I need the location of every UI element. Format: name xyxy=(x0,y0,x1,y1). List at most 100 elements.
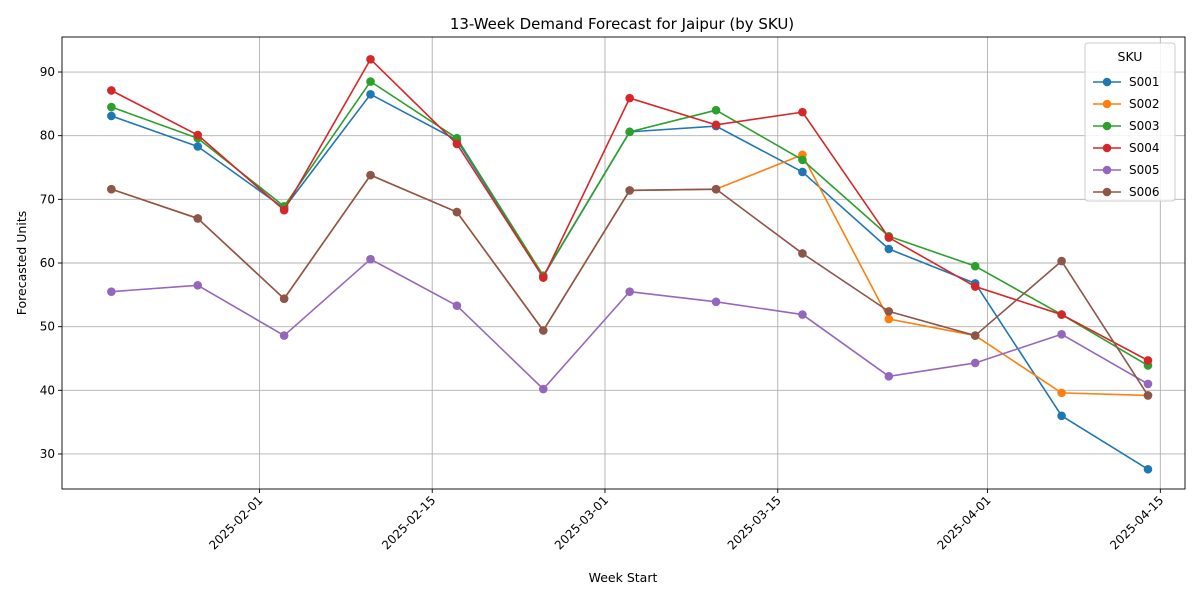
y-tick-label: 40 xyxy=(40,383,55,397)
y-tick-label: 30 xyxy=(40,447,55,461)
data-point xyxy=(1143,464,1153,474)
data-point xyxy=(366,89,375,99)
x-tick-label: 2025-04-15 xyxy=(1107,493,1166,552)
chart-title: 13-Week Demand Forecast for Jaipur (by S… xyxy=(450,15,794,33)
data-point xyxy=(107,111,116,121)
legend-label: S005 xyxy=(1129,163,1160,177)
grid-lines xyxy=(62,37,1185,489)
data-point xyxy=(625,287,634,296)
data-point xyxy=(798,249,807,258)
legend-title: SKU xyxy=(1118,49,1143,64)
data-point xyxy=(193,280,203,290)
data-point xyxy=(366,54,375,64)
data-point xyxy=(884,307,894,316)
data-point xyxy=(798,310,807,319)
axis-ticks: 30 40 50 60 70 80 90 2025-02-01 2025-02-15 2025-0… xyxy=(40,65,1167,552)
data-point xyxy=(970,331,980,340)
legend-item: S001 xyxy=(1093,75,1160,89)
data-point xyxy=(279,331,289,340)
data-point xyxy=(711,184,721,194)
data-point xyxy=(1057,256,1066,266)
data-point xyxy=(798,155,807,165)
data-point xyxy=(538,273,548,282)
series-s006 xyxy=(107,170,1153,400)
data-point xyxy=(970,282,980,291)
legend-item: S006 xyxy=(1093,185,1160,199)
data-point xyxy=(193,142,203,151)
x-tick-label: 2025-03-01 xyxy=(552,493,611,552)
data-point xyxy=(452,207,462,217)
y-tick-label: 60 xyxy=(40,256,55,270)
data-point xyxy=(711,120,721,130)
data-point xyxy=(452,301,462,310)
data-point xyxy=(1143,391,1153,400)
x-tick-label: 2025-02-15 xyxy=(379,493,438,552)
data-point xyxy=(625,186,634,195)
data-point xyxy=(366,254,375,264)
data-point xyxy=(1057,411,1066,421)
legend-item: S002 xyxy=(1093,97,1160,111)
data-point xyxy=(279,205,289,215)
data-point xyxy=(107,287,116,296)
series-s004 xyxy=(107,54,1153,365)
legend-swatch-marker xyxy=(1102,121,1112,131)
legend-swatch-marker xyxy=(1102,77,1112,87)
legend-swatch-marker xyxy=(1102,165,1112,175)
legend-label: S003 xyxy=(1129,119,1160,133)
data-point xyxy=(970,261,980,271)
series-lines xyxy=(107,54,1153,474)
data-point xyxy=(798,167,807,177)
data-point xyxy=(193,130,203,140)
legend-item: S005 xyxy=(1093,163,1160,177)
series-line xyxy=(110,58,1149,362)
legend-swatch-marker xyxy=(1102,187,1112,197)
data-point xyxy=(107,86,116,95)
y-tick-label: 50 xyxy=(40,320,55,334)
data-point xyxy=(798,107,807,117)
legend-swatch-marker xyxy=(1102,143,1112,153)
series-line xyxy=(111,174,1149,396)
x-tick-label: 2025-03-15 xyxy=(725,493,784,552)
data-point xyxy=(884,372,894,381)
data-point xyxy=(1057,330,1066,339)
legend: SKU S001 S002 S003 S004 S005 S006 xyxy=(1084,42,1176,202)
data-point xyxy=(884,314,894,324)
x-tick-label: 2025-04-01 xyxy=(934,493,993,552)
legend-label: S006 xyxy=(1129,185,1160,199)
x-axis-label: Week Start xyxy=(589,570,658,585)
data-point xyxy=(193,214,203,223)
data-point xyxy=(711,105,721,115)
y-tick-label: 80 xyxy=(40,129,55,143)
data-point xyxy=(1143,379,1153,389)
data-point xyxy=(711,297,721,307)
legend-label: S001 xyxy=(1129,75,1160,89)
data-point xyxy=(366,170,375,180)
data-point xyxy=(366,77,375,86)
series-s003 xyxy=(107,77,1153,370)
data-point xyxy=(452,139,462,149)
data-point xyxy=(884,233,894,242)
series-line xyxy=(111,80,1149,367)
data-point xyxy=(970,358,980,368)
data-point xyxy=(107,102,116,112)
x-tick-label: 2025-02-01 xyxy=(206,493,265,552)
data-point xyxy=(1057,388,1066,398)
legend-label: S002 xyxy=(1129,97,1160,111)
legend-item: S003 xyxy=(1093,119,1160,133)
data-point xyxy=(279,294,289,303)
legend-label: S004 xyxy=(1129,141,1160,155)
y-axis-label: Forecasted Units xyxy=(14,211,29,315)
data-point xyxy=(625,93,634,103)
data-point xyxy=(107,184,116,194)
series-s005 xyxy=(107,254,1153,394)
legend-swatch-marker xyxy=(1102,99,1112,109)
series-line xyxy=(111,258,1149,390)
data-point xyxy=(884,244,894,254)
data-point xyxy=(538,326,548,335)
data-point xyxy=(1057,310,1066,319)
series-s001 xyxy=(107,89,1153,474)
legend-item: S004 xyxy=(1093,141,1160,155)
y-tick-label: 70 xyxy=(40,192,55,206)
y-tick-label: 90 xyxy=(40,65,55,79)
